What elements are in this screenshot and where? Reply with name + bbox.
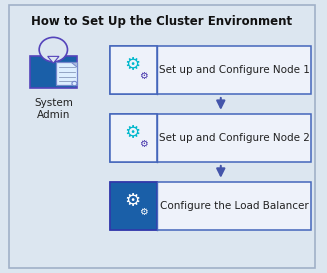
Polygon shape — [48, 57, 59, 63]
Text: ⚙: ⚙ — [124, 192, 140, 210]
Circle shape — [39, 37, 67, 62]
FancyBboxPatch shape — [110, 114, 311, 162]
Text: System
Admin: System Admin — [34, 99, 73, 120]
Text: ⚙: ⚙ — [124, 124, 140, 142]
FancyBboxPatch shape — [110, 114, 157, 162]
FancyBboxPatch shape — [30, 57, 77, 88]
Text: Set up and Configure Node 2: Set up and Configure Node 2 — [159, 133, 310, 143]
Text: Set up and Configure Node 1: Set up and Configure Node 1 — [159, 65, 310, 75]
FancyBboxPatch shape — [110, 46, 311, 94]
Text: ⚙: ⚙ — [139, 207, 147, 217]
FancyBboxPatch shape — [57, 62, 77, 85]
Circle shape — [72, 81, 77, 86]
Text: ⚙: ⚙ — [139, 71, 147, 81]
Polygon shape — [71, 62, 77, 67]
Text: ⚙: ⚙ — [139, 139, 147, 149]
Text: Configure the Load Balancer: Configure the Load Balancer — [160, 201, 309, 211]
Text: ⚙: ⚙ — [124, 56, 140, 74]
Text: How to Set Up the Cluster Environment: How to Set Up the Cluster Environment — [31, 14, 292, 28]
FancyBboxPatch shape — [110, 182, 157, 230]
FancyBboxPatch shape — [110, 182, 311, 230]
FancyBboxPatch shape — [110, 46, 157, 94]
